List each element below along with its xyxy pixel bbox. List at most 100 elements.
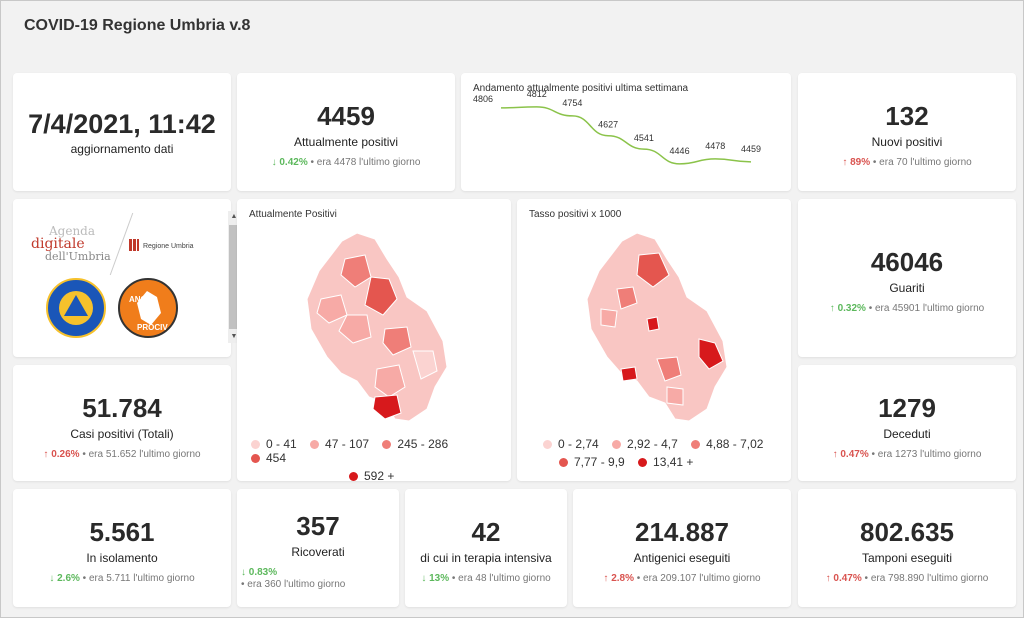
- kpi-pct: 0.32%: [837, 303, 866, 314]
- kpi-label: di cui in terapia intensiva: [420, 551, 552, 565]
- kpi-prev: era 45901 l'ultimo giorno: [875, 303, 985, 314]
- kpi-label: Ricoverati: [291, 545, 345, 559]
- kpi-prev: era 4478 l'ultimo giorno: [316, 157, 421, 168]
- arrow-up-icon: ↑: [842, 157, 848, 168]
- map-card-tasso: Tasso positivi x 1000 0 - 2,74 2,92 - 4,…: [517, 199, 791, 481]
- legend-item: 2,92 - 4,7: [612, 437, 678, 451]
- anci-prociv-logo: [118, 278, 178, 338]
- arrow-down-icon: ↓: [241, 567, 246, 578]
- kpi-value: 357: [296, 511, 340, 541]
- kpi-prev: era 5.711 l'ultimo giorno: [88, 573, 195, 584]
- legend-item: 47 - 107: [310, 437, 369, 451]
- umbria-map-tasso[interactable]: [517, 219, 791, 439]
- kpi-deceduti[interactable]: 1279 Deceduti ↑ 0.47% • era 1273 l'ultim…: [798, 365, 1016, 481]
- kpi-delta: ↑ 2.8% • era 209.107 l'ultimo giorno: [603, 573, 761, 584]
- kpi-delta: ↑ 0.32% • era 45901 l'ultimo giorno: [829, 303, 985, 314]
- map-title: Tasso positivi x 1000: [529, 209, 622, 220]
- legend-item: 0 - 2,74: [543, 437, 599, 451]
- kpi-tamponi[interactable]: 802.635 Tamponi eseguiti ↑ 0.47% • era 7…: [798, 489, 1016, 607]
- kpi-label: Tamponi eseguiti: [861, 551, 953, 565]
- kpi-prev: era 209.107 l'ultimo giorno: [643, 573, 761, 584]
- kpi-delta: ↑ 0.47% • era 798.890 l'ultimo giorno: [825, 573, 989, 584]
- kpi-delta: ↑ 0.47% • era 1273 l'ultimo giorno: [832, 449, 982, 460]
- kpi-nuovi-positivi[interactable]: 132 Nuovi positivi ↑ 89% • era 70 l'ulti…: [798, 73, 1016, 191]
- map-title: Attualmente Positivi: [249, 209, 337, 220]
- map-legend: 0 - 41 47 - 107 245 - 286 454 592 +: [251, 437, 501, 483]
- kpi-prev: era 360 l'ultimo giorno: [247, 579, 346, 590]
- kpi-delta: ↓ 2.6% • era 5.711 l'ultimo giorno: [49, 573, 195, 584]
- kpi-value: 1279: [878, 393, 936, 423]
- kpi-label: Casi positivi (Totali): [70, 427, 174, 441]
- kpi-value: 51.784: [82, 393, 162, 423]
- trend-chart-card: Andamento attualmente positivi ultima se…: [461, 73, 791, 191]
- kpi-label: In isolamento: [86, 551, 158, 565]
- kpi-delta: ↓ 13% • era 48 l'ultimo giorno: [421, 573, 551, 584]
- chart-title: Andamento attualmente positivi ultima se…: [473, 83, 689, 94]
- kpi-guariti[interactable]: 46046 Guariti ↑ 0.32% • era 45901 l'ulti…: [798, 199, 1016, 357]
- kpi-pct: 13%: [429, 573, 450, 584]
- kpi-attualmente-positivi[interactable]: 4459 Attualmente positivi ↓ 0.42% • era …: [237, 73, 455, 191]
- update-datetime: 7/4/2021, 11:42: [28, 109, 216, 139]
- data-label: 4541: [634, 133, 654, 143]
- kpi-prev: era 798.890 l'ultimo giorno: [870, 573, 989, 584]
- arrow-down-icon: ↓: [271, 157, 277, 168]
- legend-item: 4,88 - 7,02: [691, 437, 763, 451]
- kpi-prev: era 1273 l'ultimo giorno: [877, 449, 982, 460]
- logos-card: Agenda digitale dell'Umbria Regione Umbr…: [13, 199, 240, 357]
- kpi-value: 46046: [870, 247, 944, 277]
- trend-line-chart: 4806 4812 4754 4627 4541 4446 4478 4459: [473, 89, 761, 165]
- arrow-down-icon: ↓: [49, 573, 55, 584]
- arrow-up-icon: ↑: [825, 573, 831, 584]
- arrow-up-icon: ↑: [43, 449, 49, 460]
- kpi-pct: 0.42%: [279, 157, 308, 168]
- update-label: aggiornamento dati: [70, 142, 174, 156]
- regione-umbria-logo: Regione Umbria: [129, 239, 194, 251]
- protezione-civile-logo: [46, 278, 106, 338]
- scroll-down-icon[interactable]: ▼: [230, 333, 238, 340]
- arrow-up-icon: ↑: [832, 449, 838, 460]
- agenda-digitale-logo: Agenda digitale dell'Umbria: [31, 224, 111, 263]
- regione-emblem-icon: [129, 239, 139, 251]
- arrow-up-icon: ↑: [603, 573, 609, 584]
- kpi-label: Attualmente positivi: [293, 135, 399, 149]
- kpi-ricoverati[interactable]: 357 Ricoverati ↓ 0.83% • era 360 l'ultim…: [237, 489, 399, 607]
- data-label: 4754: [562, 98, 582, 108]
- arrow-up-icon: ↑: [829, 303, 835, 314]
- kpi-value: 5.561: [89, 517, 155, 547]
- kpi-pct: 89%: [850, 157, 871, 168]
- kpi-value: 4459: [317, 101, 375, 131]
- kpi-pct: 0.83%: [248, 567, 278, 578]
- kpi-value: 214.887: [635, 517, 729, 547]
- kpi-pct: 0.47%: [840, 449, 869, 460]
- kpi-casi-totali[interactable]: 51.784 Casi positivi (Totali) ↑ 0.26% • …: [13, 365, 231, 481]
- map-legend: 0 - 2,74 2,92 - 4,7 4,88 - 7,02 7,77 - 9…: [543, 437, 787, 469]
- kpi-label: Deceduti: [883, 427, 931, 441]
- legend-item: 454: [251, 451, 286, 465]
- series-line: [500, 106, 752, 165]
- legend-item: 245 - 286: [382, 437, 448, 451]
- kpi-label: Antigenici eseguiti: [633, 551, 731, 565]
- kpi-value: 42: [471, 517, 501, 547]
- app-title: COVID-19 Regione Umbria v.8: [24, 17, 251, 34]
- kpi-prev: era 48 l'ultimo giorno: [458, 573, 551, 584]
- kpi-isolamento[interactable]: 5.561 In isolamento ↓ 2.6% • era 5.711 l…: [13, 489, 231, 607]
- data-label: 4459: [741, 144, 761, 154]
- kpi-pct: 2.8%: [611, 573, 634, 584]
- kpi-prev: era 51.652 l'ultimo giorno: [88, 449, 201, 460]
- kpi-pct: 0.47%: [833, 573, 862, 584]
- umbria-map-positivi[interactable]: [237, 219, 511, 439]
- kpi-pct: 0.26%: [51, 449, 80, 460]
- kpi-delta: ↑ 89% • era 70 l'ultimo giorno: [842, 157, 972, 168]
- data-label: 4478: [705, 141, 725, 151]
- scroll-up-icon[interactable]: ▲: [230, 213, 238, 220]
- data-label: 4812: [527, 89, 547, 99]
- kpi-antigenici[interactable]: 214.887 Antigenici eseguiti ↑ 2.8% • era…: [573, 489, 791, 607]
- map-card-positivi: Attualmente Positivi 0 - 41 47 - 107 245…: [237, 199, 511, 483]
- kpi-prev: era 70 l'ultimo giorno: [879, 157, 972, 168]
- kpi-terapia-intensiva[interactable]: 42 di cui in terapia intensiva ↓ 13% • e…: [405, 489, 567, 607]
- kpi-delta: ↓ 0.83% • era 360 l'ultimo giorno: [241, 567, 346, 590]
- scroll-thumb[interactable]: [229, 225, 239, 329]
- legend-item: 13,41 +: [638, 455, 693, 469]
- legend-item: 0 - 41: [251, 437, 297, 451]
